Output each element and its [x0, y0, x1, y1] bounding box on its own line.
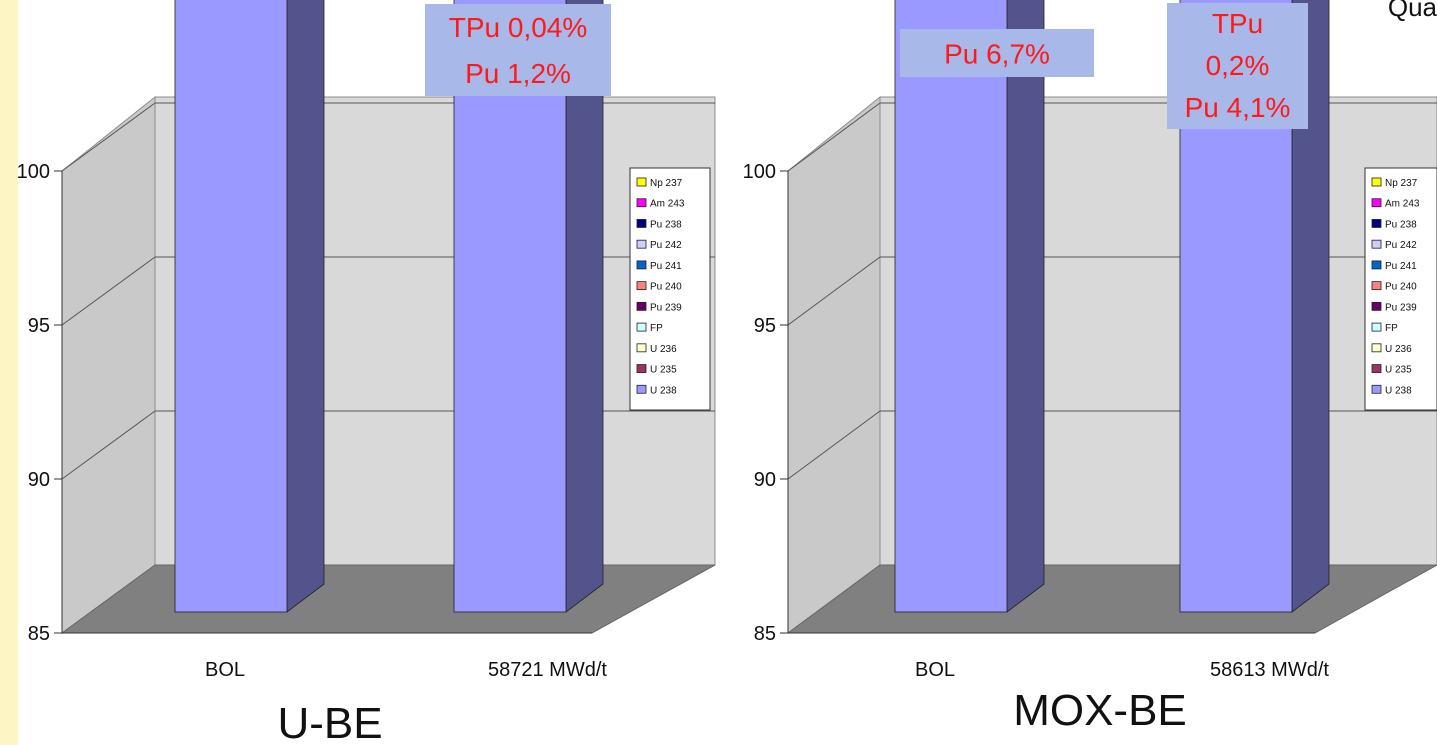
- bar-segment-u-238-0: [174, 0, 288, 613]
- grid-line-side: [61, 256, 156, 326]
- annotation-text-0-0: TPu 0,04%: [449, 12, 588, 43]
- legend-label-pu-242: Pu 242: [1385, 240, 1417, 251]
- category-label-bol: BOL: [915, 659, 955, 681]
- legend-label-u-238: U 238: [650, 385, 677, 396]
- legend-swatch-u-235: [1371, 364, 1382, 373]
- legend-swatch-u-236: [1371, 343, 1382, 353]
- category-label-bol: BOL: [205, 659, 245, 681]
- legend-swatch-fp: [1371, 322, 1382, 332]
- y-tick-label-85: 85: [754, 623, 776, 645]
- left-accent-strip: [0, 0, 18, 745]
- grid-line-side: [61, 410, 156, 480]
- annotation-text-1-0: TPu: [1212, 8, 1263, 39]
- bar-side-u-238-0: [286, 0, 325, 613]
- legend-label-u-236: U 236: [650, 344, 677, 355]
- chart-u-be: 859095100U-238U-235BOLU-238SP58721 MWd/t…: [17, 0, 716, 745]
- y-tick-label-100: 100: [743, 161, 776, 183]
- legend-label-np-237: Np 237: [1385, 178, 1418, 189]
- legend-swatch-pu-239: [1371, 301, 1382, 311]
- floor: [60, 564, 716, 634]
- y-tick-label-95: 95: [28, 315, 50, 337]
- corner-text: Qua: [1387, 0, 1437, 22]
- grid-line-side: [787, 410, 881, 480]
- legend-label-u-235: U 235: [650, 365, 677, 376]
- legend-swatch-pu-238: [636, 219, 647, 228]
- legend-swatch-am-243: [1371, 198, 1382, 208]
- legend-swatch-u-238: [636, 384, 647, 394]
- bar-segment-u-238-0: [894, 0, 1008, 613]
- legend-label-u-235: U 235: [1385, 365, 1412, 376]
- y-tick-label-100: 100: [17, 161, 50, 183]
- y-tick-label-90: 90: [28, 469, 50, 491]
- annotation-text-0-1: Pu 1,2%: [465, 58, 571, 89]
- grid-line-side: [787, 102, 881, 172]
- legend-label-pu-240: Pu 240: [1385, 282, 1417, 293]
- legend-label-u-236: U 236: [1385, 344, 1412, 355]
- bar-segment-u-238-1: [453, 0, 567, 613]
- legend-label-pu-239: Pu 239: [1385, 302, 1417, 313]
- legend-swatch-pu-240: [1371, 281, 1382, 291]
- y-tick-label-85: 85: [28, 623, 50, 645]
- legend-label-pu-238: Pu 238: [1385, 219, 1417, 230]
- annotation-text-1-1: 0,2%: [1206, 50, 1270, 81]
- chart-title: U-BE: [277, 699, 382, 745]
- annotation-text-1-2: Pu 4,1%: [1185, 92, 1291, 123]
- annotation-box-0: [900, 29, 1094, 77]
- category-label-58721-mwd-t: 58721 MWd/t: [488, 659, 607, 681]
- legend-swatch-pu-238: [1371, 219, 1382, 228]
- legend-swatch-pu-242: [1371, 239, 1382, 249]
- legend-swatch-fp: [636, 322, 647, 332]
- legend-label-np-237: Np 237: [650, 178, 683, 189]
- grid-line-side: [787, 256, 881, 326]
- legend-swatch-u-238: [1371, 384, 1382, 394]
- legend-swatch-u-235: [636, 364, 647, 373]
- legend-label-pu-240: Pu 240: [650, 282, 682, 293]
- legend-label-pu-238: Pu 238: [650, 219, 682, 230]
- legend-swatch-pu-242: [636, 239, 647, 249]
- annotation-text-0-0: Pu 6,7%: [944, 39, 1050, 70]
- legend-swatch-np-237: [636, 177, 647, 187]
- legend-swatch-pu-239: [636, 301, 647, 311]
- legend-label-pu-239: Pu 239: [650, 302, 682, 313]
- legend-label-fp: FP: [650, 323, 663, 334]
- bar-side-u-238-1: [1291, 0, 1330, 613]
- legend-swatch-np-237: [1371, 177, 1382, 187]
- bar-side-u-238-1: [565, 0, 604, 613]
- legend-swatch-u-236: [636, 343, 647, 353]
- floor: [786, 564, 1437, 634]
- y-tick-label-95: 95: [754, 315, 776, 337]
- legend-label-pu-242: Pu 242: [650, 240, 682, 251]
- legend-label-pu-241: Pu 241: [1385, 261, 1417, 272]
- bar-side-u-238-0: [1006, 0, 1045, 613]
- category-label-58613-mwd-t: 58613 MWd/t: [1210, 659, 1329, 681]
- legend-label-am-243: Am 243: [1385, 199, 1420, 210]
- annotation-box-0: [425, 4, 611, 96]
- chart-title: MOX-BE: [1013, 686, 1187, 735]
- legend-label-pu-241: Pu 241: [650, 261, 682, 272]
- legend-label-u-238: U 238: [1385, 385, 1412, 396]
- grid-line-side: [61, 102, 156, 172]
- legend-swatch-pu-240: [636, 281, 647, 291]
- annotation-box-1: [1167, 3, 1308, 129]
- side-wall: [61, 95, 156, 634]
- legend-label-am-243: Am 243: [650, 199, 685, 210]
- legend-swatch-pu-241: [636, 260, 647, 270]
- legend-label-fp: FP: [1385, 323, 1398, 334]
- legend-swatch-am-243: [636, 198, 647, 208]
- side-wall: [787, 95, 881, 634]
- y-tick-label-90: 90: [754, 469, 776, 491]
- legend-swatch-pu-241: [1371, 260, 1382, 270]
